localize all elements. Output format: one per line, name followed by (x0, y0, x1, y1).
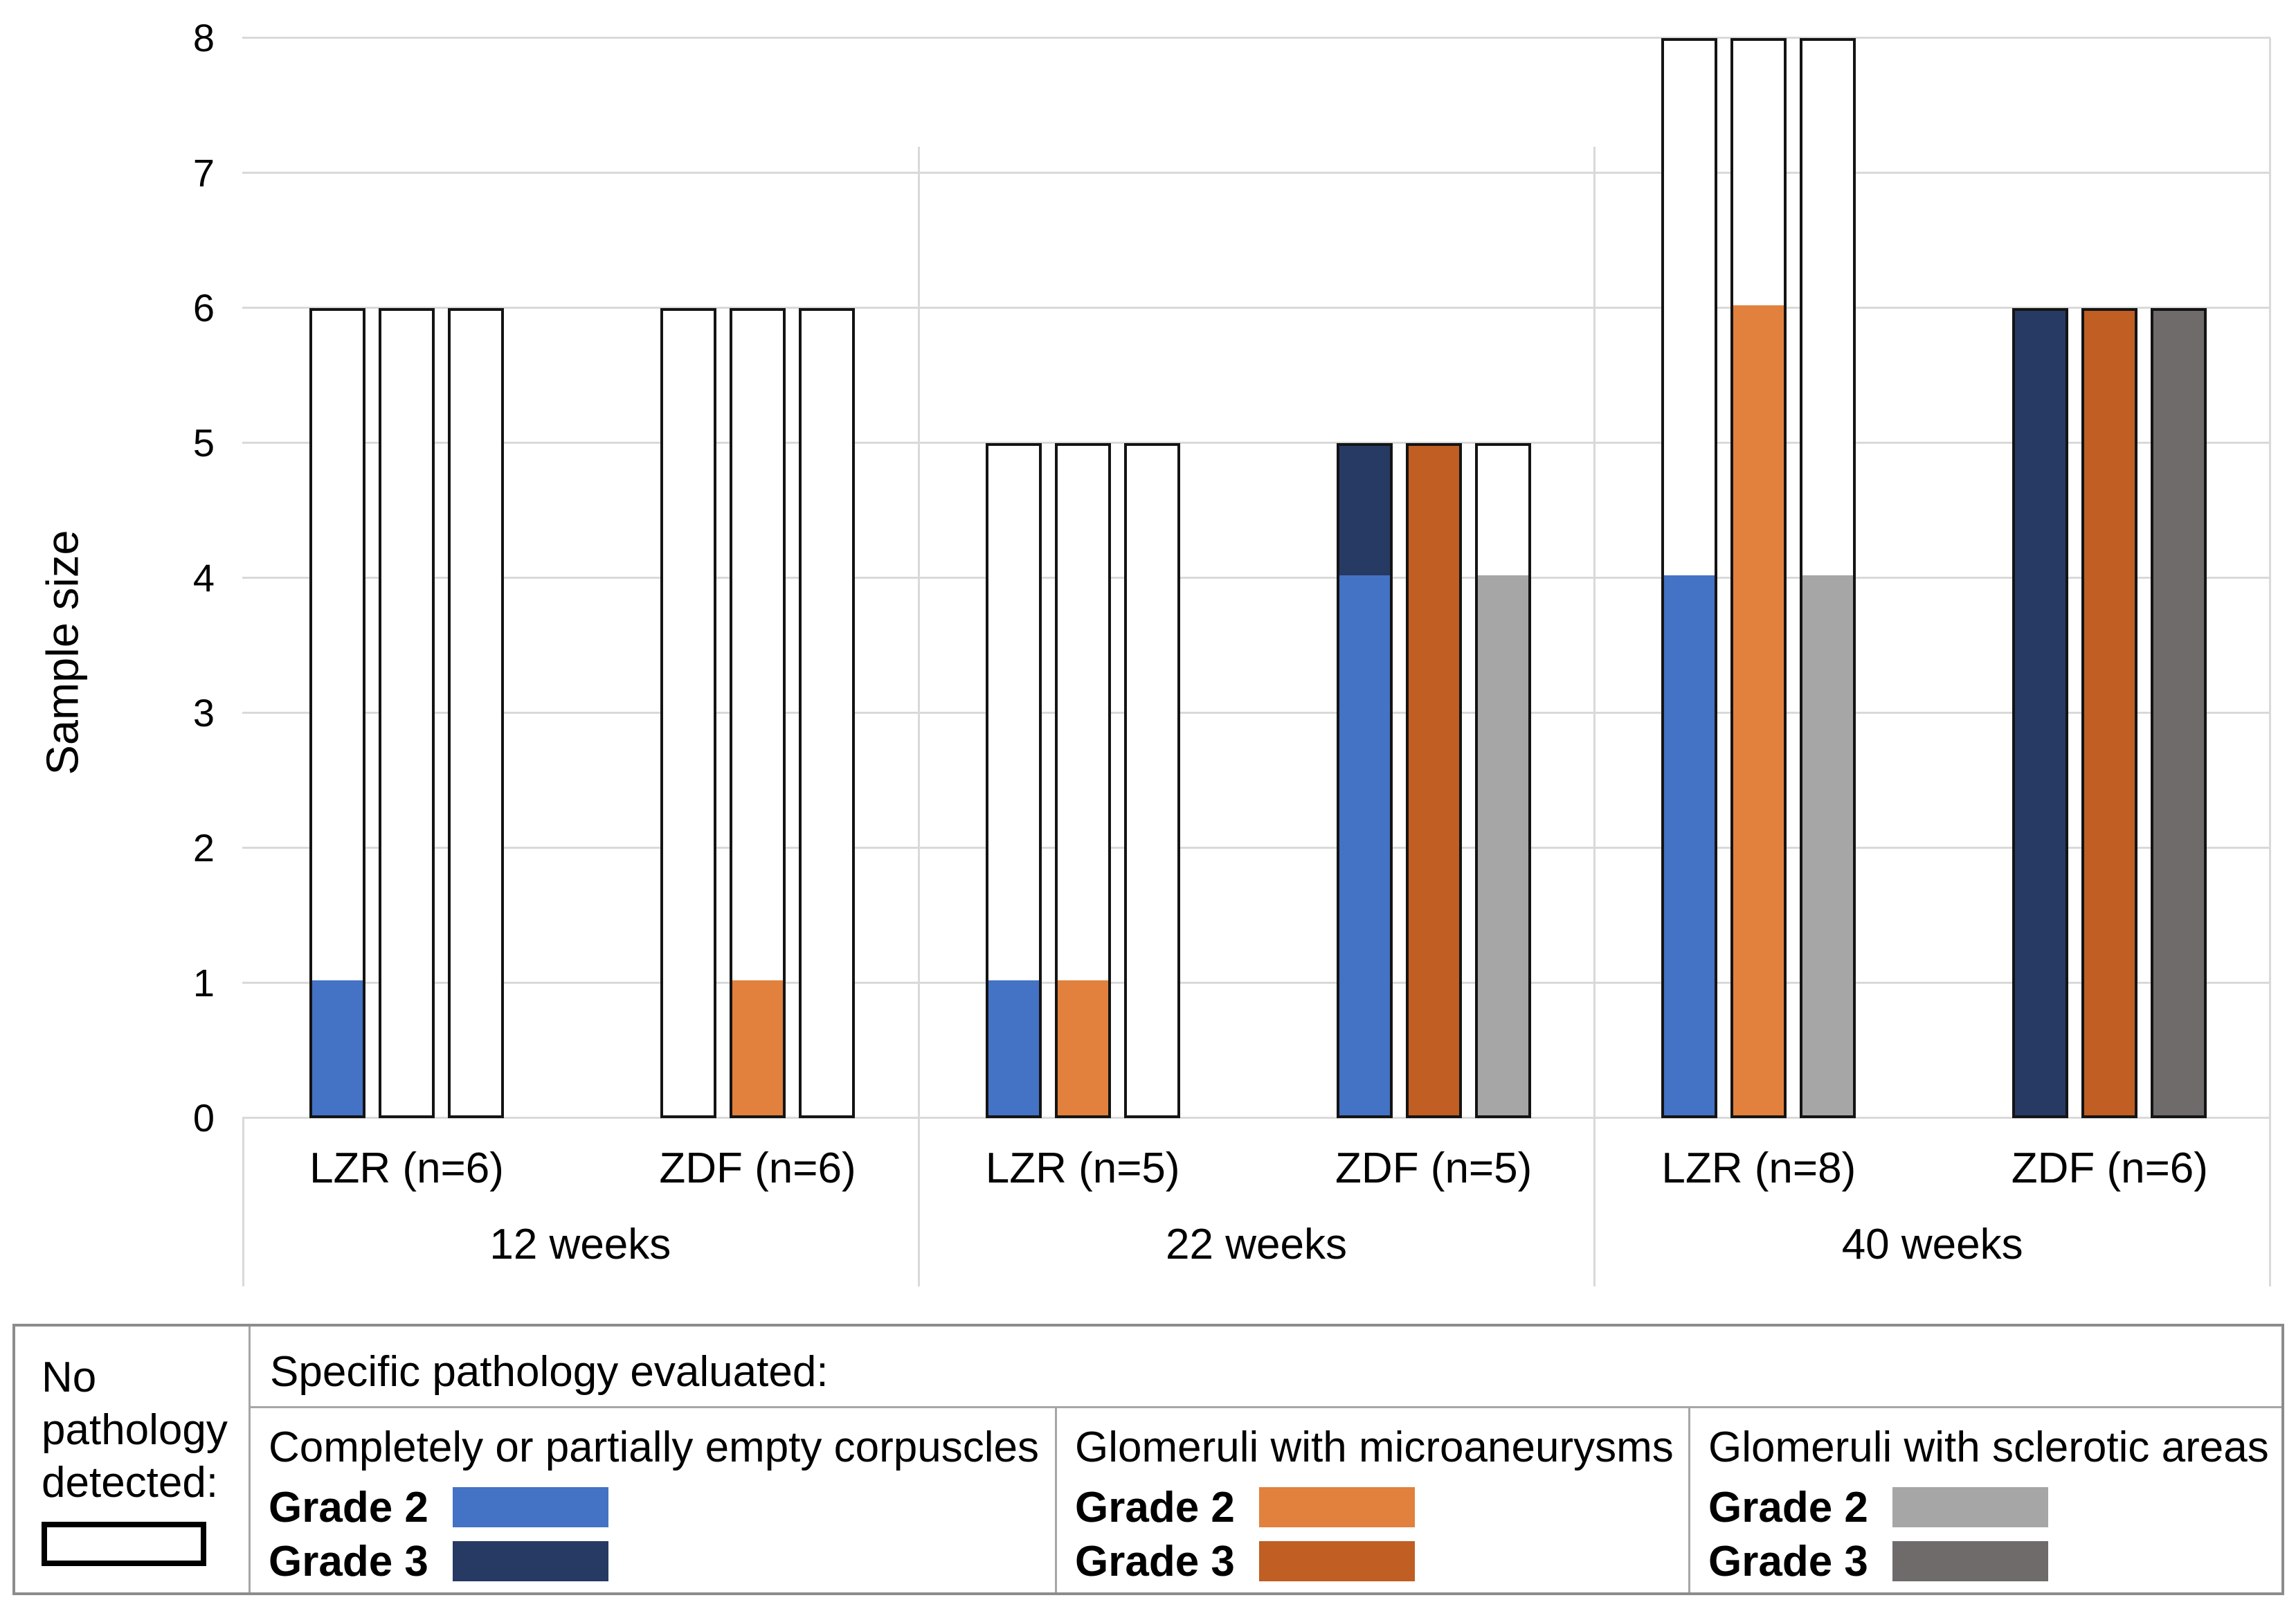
gridline (242, 577, 2270, 579)
bar-completely-or-partially-empty-corpuscles (985, 443, 1042, 1118)
grade3-swatch (453, 1541, 608, 1581)
week-group-label: 12 weeks (489, 1221, 671, 1268)
bar-glomeruli-with-microaneurysms (1054, 443, 1111, 1118)
week-divider-line (917, 147, 920, 1286)
y-tick-label: 5 (192, 421, 215, 465)
grade2-label: Grade 2 (1075, 1483, 1235, 1531)
bar-segment-grade-2 (1802, 575, 1854, 1115)
legend-columns: Completely or partially empty corpuscles… (251, 1408, 2281, 1592)
subgroup-label: ZDF (n=6) (659, 1144, 856, 1192)
bar-completely-or-partially-empty-corpuscles (2012, 308, 2069, 1118)
y-tick-label: 8 (192, 16, 215, 60)
grade3-label: Grade 3 (269, 1537, 428, 1585)
bar-segment-grade-3 (2153, 311, 2205, 1115)
legend-table: No pathology detected: Specific patholog… (12, 1324, 2284, 1595)
bar-segment-grade-3 (2015, 311, 2066, 1115)
subgroup-label: ZDF (n=6) (2011, 1144, 2208, 1192)
y-tick-label: 2 (192, 826, 215, 870)
week-group-label: 22 weeks (1166, 1221, 1347, 1268)
subgroup-label: ZDF (n=5) (1335, 1144, 1533, 1192)
bar-glomeruli-with-microaneurysms (1730, 38, 1787, 1118)
bar-segment-grade-2 (1477, 575, 1528, 1115)
bar-glomeruli-with-sclerotic-areas (1800, 38, 1856, 1118)
grade2-label: Grade 2 (269, 1483, 428, 1531)
y-tick-label: 4 (192, 556, 215, 600)
bar-chart: Sample size 0 1 2 3 4 5 6 7 8 12 weeks LZR (n=6) ZD… (37, 16, 2271, 1286)
bar-segment-grade-2 (1733, 305, 1784, 1115)
legend-grade3-row: Grade 3 (1708, 1534, 2281, 1588)
gridline (242, 847, 2270, 849)
bar-glomeruli-with-microaneurysms (379, 308, 435, 1118)
subgroup-label: LZR (n=5) (985, 1144, 1180, 1192)
y-tick-label: 3 (192, 691, 215, 735)
gridline (242, 442, 2270, 444)
week-group-label: 40 weeks (1841, 1221, 2023, 1268)
no-pathology-swatch (42, 1522, 206, 1566)
legend-grade2-row: Grade 2 (1708, 1480, 2281, 1534)
grade3-label: Grade 3 (1708, 1537, 1868, 1585)
legend-grade3-row: Grade 3 (269, 1534, 1055, 1588)
y-tick-label: 1 (192, 961, 215, 1005)
bar-segment-grade-2 (1664, 575, 1715, 1115)
y-tick-label: 0 (192, 1096, 215, 1140)
grade3-swatch (1259, 1541, 1415, 1581)
legend-no-pathology-cell: No pathology detected: (15, 1327, 251, 1592)
plot-right-border (2269, 38, 2271, 1286)
bar-segment-grade-3 (1408, 446, 1459, 1115)
gridline (242, 982, 2270, 984)
gridline (242, 1117, 2270, 1119)
bar-segment-grade-2 (988, 980, 1039, 1115)
y-tick-label: 7 (192, 151, 215, 195)
legend-col-title: Glomeruli with microaneurysms (1075, 1423, 1674, 1471)
gridline (242, 307, 2270, 309)
subgroup-label: LZR (n=6) (309, 1144, 504, 1192)
legend-grade2-row: Grade 2 (1075, 1480, 1688, 1534)
bar-segment-grade-2 (1339, 575, 1390, 1115)
bar-glomeruli-with-sclerotic-areas (448, 308, 504, 1118)
legend-header: Specific pathology evaluated: (251, 1327, 2281, 1408)
bar-glomeruli-with-microaneurysms (1405, 443, 1462, 1118)
bar-completely-or-partially-empty-corpuscles (660, 308, 716, 1118)
legend-col-empty-corpuscles: Completely or partially empty corpuscles… (251, 1408, 1057, 1592)
bar-glomeruli-with-microaneurysms (730, 308, 786, 1118)
legend-pathology-area: Specific pathology evaluated: Completely… (251, 1327, 2281, 1592)
week-divider-line (1593, 147, 1596, 1286)
bar-segment-grade-3 (1339, 446, 1390, 575)
subgroup-label: LZR (n=8) (1661, 1144, 1856, 1192)
y-axis-title: Sample size (37, 530, 88, 775)
legend-grade2-row: Grade 2 (269, 1480, 1055, 1534)
bar-completely-or-partially-empty-corpuscles (1661, 38, 1718, 1118)
grade3-swatch (1892, 1541, 2048, 1581)
gridline (242, 37, 2270, 39)
bar-glomeruli-with-sclerotic-areas (2151, 308, 2207, 1118)
grade2-swatch (1259, 1487, 1415, 1527)
bar-segment-grade-2 (732, 980, 783, 1115)
bar-segment-grade-2 (1057, 980, 1108, 1115)
bar-segment-grade-2 (312, 980, 363, 1115)
axis-left-border (242, 1118, 244, 1286)
bar-glomeruli-with-sclerotic-areas (799, 308, 855, 1118)
legend-col-sclerotic-areas: Glomeruli with sclerotic areas Grade 2 G… (1690, 1408, 2281, 1592)
gridline (242, 712, 2270, 714)
legend-grade3-row: Grade 3 (1075, 1534, 1688, 1588)
no-pathology-label: No pathology detected: (42, 1354, 228, 1507)
legend-col-title: Completely or partially empty corpuscles (269, 1423, 1039, 1471)
grade2-swatch (453, 1487, 608, 1527)
bar-completely-or-partially-empty-corpuscles (1336, 443, 1393, 1118)
bar-glomeruli-with-sclerotic-areas (1474, 443, 1531, 1118)
gridline (242, 172, 2270, 174)
legend-col-microaneurysms: Glomeruli with microaneurysms Grade 2 Gr… (1057, 1408, 1690, 1592)
grade2-swatch (1892, 1487, 2048, 1527)
bar-completely-or-partially-empty-corpuscles (309, 308, 365, 1118)
bar-segment-grade-3 (2084, 311, 2135, 1115)
bar-glomeruli-with-sclerotic-areas (1123, 443, 1180, 1118)
grade3-label: Grade 3 (1075, 1537, 1235, 1585)
y-tick-label: 6 (192, 286, 215, 330)
legend-col-title: Glomeruli with sclerotic areas (1708, 1423, 2269, 1471)
bar-glomeruli-with-microaneurysms (2081, 308, 2138, 1118)
grade2-label: Grade 2 (1708, 1483, 1868, 1531)
